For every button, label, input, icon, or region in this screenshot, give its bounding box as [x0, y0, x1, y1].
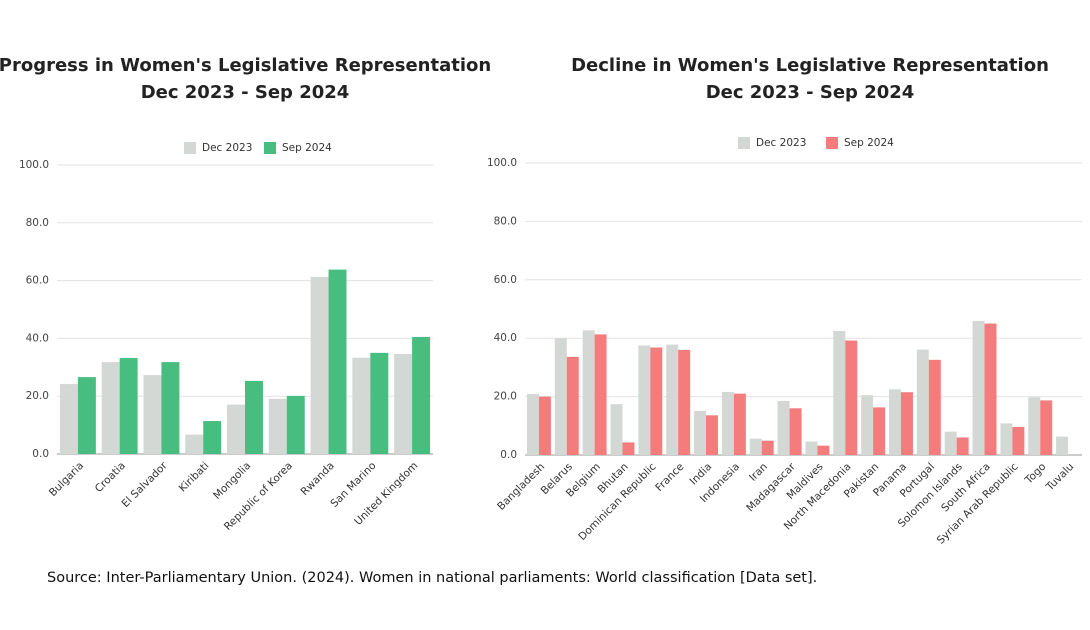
bar: [101, 362, 120, 454]
bar: [777, 400, 790, 455]
bar: [638, 345, 651, 455]
legend-label: Sep 2024: [282, 142, 332, 154]
bar: [594, 334, 607, 455]
bar: [352, 357, 371, 454]
bar: [805, 441, 818, 455]
bar: [582, 330, 595, 455]
bar: [610, 404, 623, 455]
source-note: Source: Inter-Parliamentary Union. (2024…: [47, 570, 817, 586]
y-tick-label: 80.0: [494, 215, 517, 227]
bar: [789, 408, 802, 455]
bar: [59, 384, 78, 454]
y-tick-label: 20.0: [26, 390, 49, 402]
chart-subtitle: Dec 2023 - Sep 2024: [706, 82, 915, 103]
legend-swatch: [826, 137, 838, 149]
chart-title: Progress in Women's Legislative Represen…: [0, 55, 491, 76]
bar: [817, 445, 830, 455]
y-tick-label: 100.0: [487, 157, 517, 169]
chart-title: Decline in Women's Legislative Represent…: [571, 55, 1049, 76]
y-tick-label: 60.0: [494, 274, 517, 286]
bar: [956, 437, 969, 455]
bar: [227, 404, 245, 454]
legend-label: Dec 2023: [756, 137, 806, 149]
bar: [566, 356, 579, 455]
bar: [161, 362, 180, 454]
bar: [119, 358, 138, 454]
bar: [749, 438, 762, 455]
bar: [888, 389, 901, 455]
bar: [694, 410, 707, 455]
bar: [650, 347, 663, 455]
bar: [245, 380, 263, 454]
bar: [984, 323, 997, 455]
bar: [845, 340, 858, 455]
bar: [761, 440, 774, 455]
bar: [833, 330, 846, 455]
bar: [666, 344, 679, 455]
legend-swatch: [738, 137, 750, 149]
bar: [526, 393, 539, 455]
bar: [944, 431, 957, 455]
bar: [268, 398, 287, 454]
bar: [185, 434, 204, 454]
bar: [1040, 400, 1053, 455]
bar: [203, 421, 222, 454]
bar: [622, 442, 635, 455]
bar: [538, 396, 551, 455]
bar: [1012, 426, 1025, 455]
chart-subtitle: Dec 2023 - Sep 2024: [141, 82, 350, 103]
y-tick-label: 80.0: [26, 217, 49, 229]
y-tick-label: 100.0: [19, 159, 49, 171]
y-tick-label: 0.0: [500, 449, 517, 461]
bar: [916, 349, 929, 455]
legend-swatch: [264, 142, 276, 154]
bar: [554, 338, 567, 455]
bar: [972, 320, 985, 455]
bar: [900, 392, 913, 455]
legend-label: Dec 2023: [202, 142, 252, 154]
bar: [328, 269, 347, 454]
bar: [394, 354, 413, 454]
y-tick-label: 40.0: [494, 332, 517, 344]
bar: [370, 352, 389, 454]
legend-swatch: [184, 142, 196, 154]
bar: [286, 395, 305, 454]
y-tick-label: 60.0: [26, 275, 49, 287]
bar: [412, 336, 431, 454]
bar: [1000, 423, 1013, 455]
legend-label: Sep 2024: [844, 137, 894, 149]
y-tick-label: 40.0: [26, 332, 49, 344]
bar: [733, 393, 746, 455]
y-tick-label: 20.0: [494, 391, 517, 403]
bar: [310, 276, 329, 454]
y-tick-label: 0.0: [32, 448, 49, 460]
bar: [873, 407, 886, 455]
bar: [77, 377, 96, 454]
bar: [143, 375, 162, 454]
bar: [721, 391, 734, 455]
bar: [1028, 397, 1041, 455]
bar: [861, 395, 874, 455]
bar: [678, 349, 691, 455]
bar: [928, 359, 941, 455]
bar: [706, 415, 719, 455]
bar: [1056, 436, 1069, 455]
